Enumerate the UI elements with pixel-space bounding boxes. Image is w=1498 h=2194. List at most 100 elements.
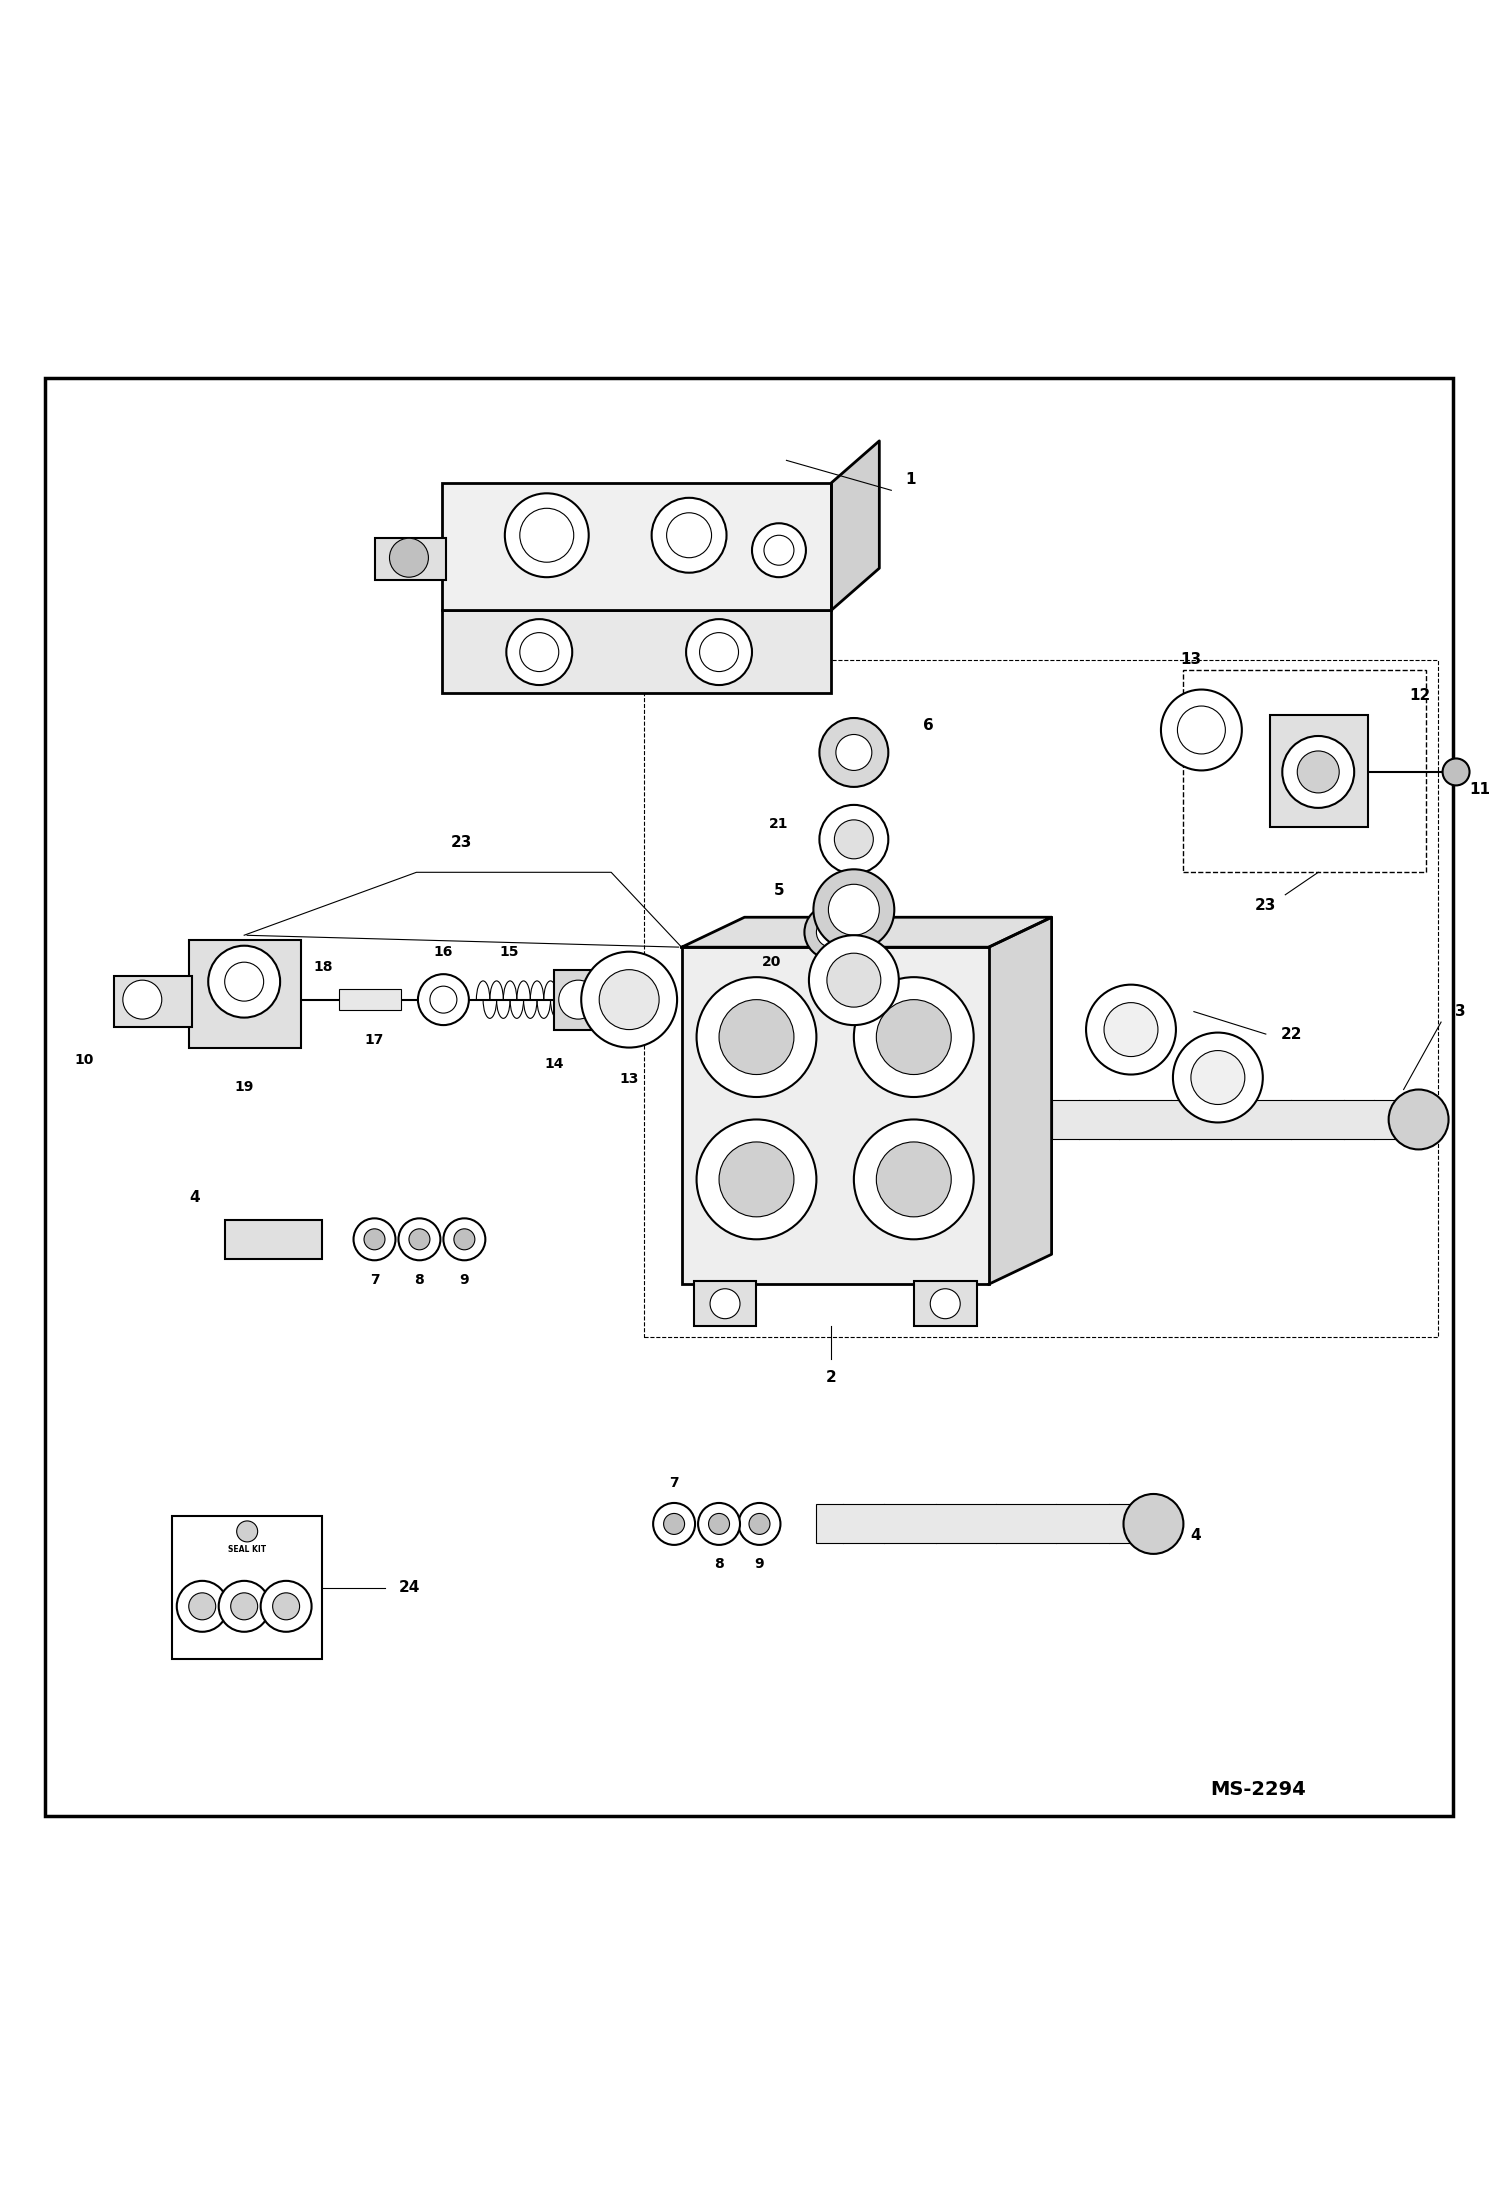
- Circle shape: [520, 509, 574, 562]
- Circle shape: [1124, 1494, 1183, 1553]
- Bar: [442, 483, 831, 610]
- Text: 10: 10: [75, 1053, 93, 1066]
- Text: 7: 7: [670, 1477, 679, 1490]
- Circle shape: [819, 717, 888, 788]
- Bar: [1270, 715, 1368, 827]
- Circle shape: [1173, 1033, 1263, 1123]
- Circle shape: [1297, 750, 1339, 792]
- Circle shape: [819, 805, 888, 873]
- Text: 11: 11: [1470, 783, 1491, 796]
- Bar: [339, 989, 401, 1009]
- Circle shape: [225, 963, 264, 1000]
- Bar: [114, 976, 192, 1027]
- Circle shape: [834, 821, 873, 858]
- Circle shape: [828, 884, 879, 935]
- Circle shape: [854, 1119, 974, 1240]
- Circle shape: [719, 1000, 794, 1075]
- Circle shape: [1086, 985, 1176, 1075]
- Circle shape: [219, 1582, 270, 1632]
- Text: 15: 15: [499, 946, 520, 959]
- Text: MS-2294: MS-2294: [1210, 1779, 1306, 1799]
- Bar: [189, 939, 301, 1047]
- Text: 8: 8: [415, 1273, 424, 1286]
- Text: 16: 16: [434, 946, 452, 959]
- Bar: [442, 610, 831, 693]
- Text: 1: 1: [905, 472, 917, 487]
- Text: 3: 3: [1455, 1005, 1467, 1020]
- Circle shape: [854, 976, 974, 1097]
- Bar: [694, 1281, 756, 1325]
- Polygon shape: [989, 917, 1052, 1283]
- Text: SEAL KIT: SEAL KIT: [228, 1545, 267, 1553]
- Circle shape: [1282, 735, 1354, 807]
- Text: 4: 4: [1189, 1529, 1201, 1542]
- Circle shape: [752, 522, 806, 577]
- Text: 7: 7: [370, 1273, 379, 1286]
- Circle shape: [506, 619, 572, 685]
- Polygon shape: [682, 917, 1052, 948]
- Circle shape: [409, 1229, 430, 1251]
- Circle shape: [177, 1582, 228, 1632]
- Circle shape: [709, 1514, 730, 1534]
- Circle shape: [697, 1119, 816, 1240]
- Bar: [374, 538, 446, 579]
- Circle shape: [261, 1582, 312, 1632]
- Circle shape: [804, 906, 858, 959]
- Circle shape: [443, 1218, 485, 1259]
- Circle shape: [653, 1503, 695, 1545]
- Circle shape: [764, 535, 794, 566]
- Text: 19: 19: [235, 1079, 253, 1093]
- Circle shape: [836, 735, 872, 770]
- Circle shape: [827, 952, 881, 1007]
- Circle shape: [505, 494, 589, 577]
- Text: 12: 12: [1410, 689, 1431, 702]
- Text: 13: 13: [1180, 652, 1201, 667]
- Circle shape: [1177, 706, 1225, 755]
- Text: 13: 13: [620, 1073, 638, 1086]
- Text: 21: 21: [768, 818, 789, 832]
- Circle shape: [389, 538, 428, 577]
- Circle shape: [559, 981, 598, 1018]
- Circle shape: [354, 1218, 395, 1259]
- Circle shape: [710, 1288, 740, 1319]
- Bar: [1183, 669, 1426, 873]
- Circle shape: [231, 1593, 258, 1619]
- Circle shape: [930, 1288, 960, 1319]
- Polygon shape: [831, 441, 879, 610]
- Text: 18: 18: [313, 959, 334, 974]
- Circle shape: [418, 974, 469, 1025]
- Circle shape: [813, 869, 894, 950]
- Text: 22: 22: [1281, 1027, 1302, 1042]
- Bar: [644, 660, 1438, 1336]
- Circle shape: [719, 1141, 794, 1218]
- Circle shape: [749, 1514, 770, 1534]
- Circle shape: [816, 917, 846, 948]
- Bar: [172, 1516, 322, 1659]
- Text: 20: 20: [762, 954, 780, 970]
- Circle shape: [273, 1593, 300, 1619]
- Bar: [682, 948, 989, 1283]
- Circle shape: [667, 513, 712, 557]
- Circle shape: [876, 1141, 951, 1218]
- Bar: [225, 1220, 322, 1259]
- Text: 17: 17: [366, 1033, 383, 1047]
- Text: 8: 8: [715, 1558, 724, 1571]
- Bar: [1052, 1099, 1404, 1139]
- Text: 4: 4: [189, 1189, 201, 1205]
- Text: 24: 24: [398, 1580, 419, 1595]
- Circle shape: [520, 632, 559, 671]
- Circle shape: [123, 981, 162, 1018]
- Circle shape: [1104, 1003, 1158, 1058]
- Text: 23: 23: [451, 836, 472, 849]
- Circle shape: [237, 1520, 258, 1542]
- Bar: [816, 1505, 1138, 1542]
- Text: 2: 2: [825, 1369, 837, 1384]
- Text: 14: 14: [544, 1058, 565, 1071]
- Circle shape: [581, 952, 677, 1047]
- Circle shape: [599, 970, 659, 1029]
- Bar: [914, 1281, 977, 1325]
- Circle shape: [364, 1229, 385, 1251]
- Text: 23: 23: [1255, 897, 1276, 913]
- Circle shape: [700, 632, 739, 671]
- Circle shape: [189, 1593, 216, 1619]
